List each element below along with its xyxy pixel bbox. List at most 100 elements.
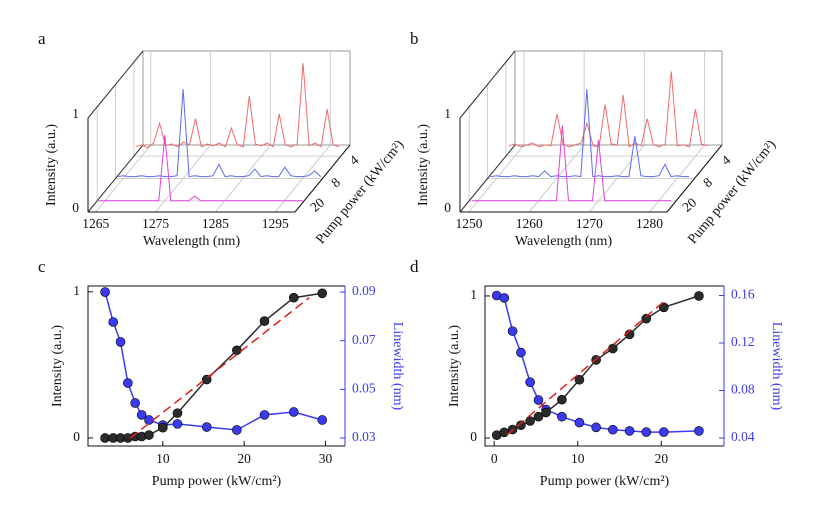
data-point [641,313,652,324]
x-tick-label: 20 [655,451,669,466]
y-tick-label: 0 [72,200,79,215]
data-point [201,374,212,385]
depth-tick-label: 20 [307,195,327,215]
depth-axis [294,144,351,213]
x-axis-label: Wavelength (nm) [515,234,613,249]
data-point [499,293,510,303]
depth-axis-label: Pump power (kW/cm²) [313,137,407,247]
y-tick-label: 1 [470,287,477,302]
data-point [259,410,270,420]
data-point [259,316,270,326]
x-tick-label: 10 [571,451,585,466]
data-point [201,422,212,432]
x-tick-label: 1250 [456,216,483,231]
y2-tick-label: 0.03 [352,429,376,444]
data-point [694,291,704,301]
spectrum [135,63,340,149]
data-point [557,394,567,405]
y2-tick-label: 0.16 [731,287,755,302]
x-tick-label: 20 [237,451,251,466]
data-point [533,411,544,422]
spectrum [117,89,322,178]
depth-tick-label: 20 [679,195,699,215]
x-tick-label: 0 [491,451,498,466]
y2-tick-label: 0.08 [731,382,755,397]
panel-label: c [38,257,46,276]
data-point [659,427,669,437]
y2-axis-label: Linewidth (nm) [769,322,784,411]
data-point [158,422,168,433]
data-point [130,398,140,408]
x-tick-label: 1285 [202,216,229,231]
x-tick-label: 1280 [636,216,663,231]
frame [459,50,516,119]
data-point [100,287,110,297]
data-point [516,347,526,358]
y2-tick-label: 0.09 [352,283,376,298]
data-point [144,430,154,440]
data-point [232,425,242,435]
data-point [108,317,119,327]
x-tick-label: 1275 [142,216,169,231]
data-point [608,424,618,435]
data-point [172,408,183,418]
data-point [115,337,126,347]
y-axis-label: Intensity (a.u.) [44,124,59,206]
y2-tick-label: 0.04 [731,429,755,444]
data-point [123,378,133,388]
data-point [641,427,652,437]
x-axis-label: Wavelength (nm) [143,234,241,249]
data-point [591,422,601,433]
frame [459,144,516,213]
data-point [136,410,147,420]
spectrum [490,89,690,178]
depth-tick-label: 4 [347,152,362,168]
fit-line [506,299,666,436]
y2-tick-label: 0.12 [731,334,755,349]
x-tick-label: 30 [319,451,333,466]
data-point [574,374,585,385]
y-tick-label: 0 [444,200,451,215]
spectrum [508,71,708,148]
data-point [525,377,535,388]
x-tick-label: 10 [156,451,170,466]
spectrum [99,134,303,202]
data-point [659,302,669,313]
frame [87,50,144,119]
depth-tick-label: 4 [719,152,734,168]
data-point [172,419,183,429]
y-tick-label: 0 [470,429,477,444]
x-axis-label: Pump power (kW/cm²) [540,474,670,489]
y-axis-label: Intensity (a.u.) [50,325,65,407]
x-tick-label: 1265 [82,216,109,231]
y-axis-label: Intensity (a.u.) [447,325,462,407]
y-tick-label: 1 [444,106,451,121]
axes-frame [484,285,724,447]
frame [87,144,144,213]
y-tick-label: 1 [73,283,80,298]
data-point [100,433,110,443]
x-tick-label: 1260 [516,216,543,231]
data-point [507,326,518,336]
y2-axis-label: Linewidth (nm) [390,322,405,411]
y-tick-label: 1 [72,106,79,121]
data-point [288,407,299,417]
x-tick-label: 1295 [262,216,289,231]
depth-tick-label: 8 [328,174,343,190]
panel-label: a [38,29,46,48]
data-point [694,426,704,436]
depth-axis-label: Pump power (kW/cm²) [685,137,779,247]
y-axis-label: Intensity (a.u.) [416,124,431,206]
y-tick-label: 0 [73,429,80,444]
series-line [104,291,323,431]
data-point [624,426,635,436]
data-point [516,420,526,431]
x-tick-label: 1270 [576,216,603,231]
data-point [574,417,585,428]
panel-label: d [410,257,419,276]
y2-tick-label: 0.07 [352,332,376,347]
panel-label: b [410,29,419,48]
spectrum [472,125,671,202]
x-axis-label: Pump power (kW/cm²) [152,474,282,489]
depth-tick-label: 8 [700,174,715,190]
